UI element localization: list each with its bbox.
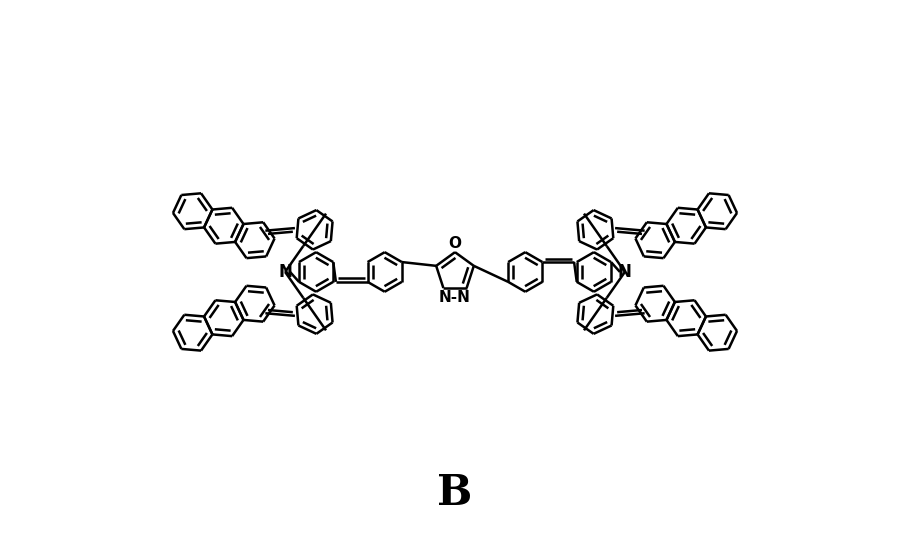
Text: O: O (449, 236, 461, 251)
Text: N: N (618, 263, 632, 281)
Text: B: B (438, 471, 472, 514)
Text: N: N (278, 263, 292, 281)
Text: N-N: N-N (439, 290, 471, 305)
